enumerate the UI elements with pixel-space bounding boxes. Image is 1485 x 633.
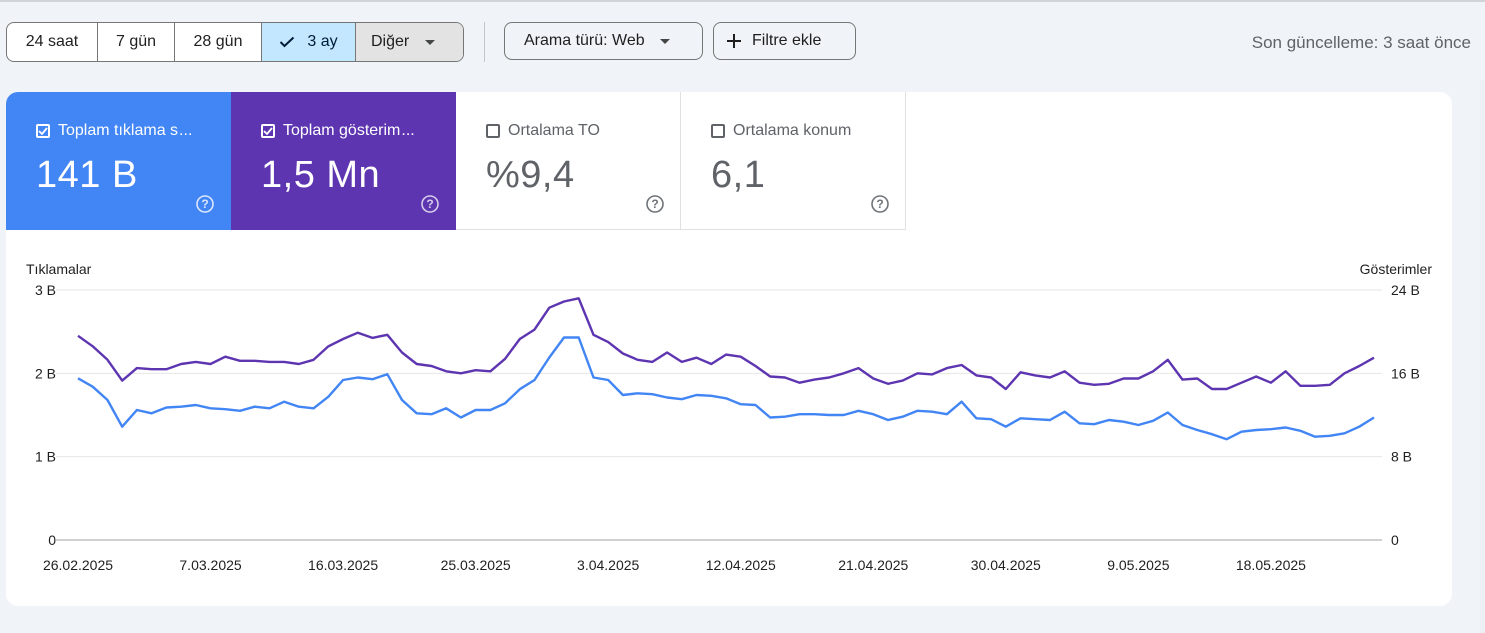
metric-value: 6,1 <box>711 154 766 196</box>
range-28d-button[interactable]: 28 gün <box>175 23 262 61</box>
left-tick-label: 2 B <box>35 365 56 381</box>
range-24h-button[interactable]: 24 saat <box>7 23 98 61</box>
range-24h-label: 24 saat <box>25 33 79 50</box>
x-tick-label: 16.03.2025 <box>308 557 378 573</box>
checkbox-unchecked-icon[interactable] <box>486 124 500 138</box>
checkbox-unchecked-icon[interactable] <box>711 124 725 138</box>
right-tick-label: 8 B <box>1391 449 1412 465</box>
chart-canvas[interactable]: 0 0 1 B 8 B 2 B 16 B 3 B 24 B 26.02.2025 7.03.202… <box>6 242 1452 606</box>
search-type-label: Arama türü: Web <box>524 32 645 49</box>
date-range-selector: 24 saat 7 gün 28 gün 3 ay Diğer <box>6 22 464 62</box>
range-more-button[interactable]: Diğer <box>356 23 463 61</box>
performance-card: Toplam tıklama s... 141 B ? Toplam göste… <box>6 92 1452 606</box>
search-type-dropdown[interactable]: Arama türü: Web <box>504 22 703 60</box>
metric-average-ctr[interactable]: Ortalama TO %9,4 ? <box>456 92 681 230</box>
performance-chart: Tıklamalar Gösterimler 0 0 1 B 8 B 2 B 16 B 3 … <box>6 242 1452 606</box>
scrollbar-track[interactable] <box>1480 80 1485 633</box>
range-3m-button[interactable]: 3 ay <box>262 23 356 61</box>
x-tick-label: 18.05.2025 <box>1236 557 1306 573</box>
right-axis-title: Gösterimler <box>1359 261 1432 277</box>
svg-text:?: ? <box>426 197 433 211</box>
metric-label: Ortalama konum <box>733 122 852 139</box>
metric-label: Toplam tıklama s <box>58 122 179 139</box>
metric-value: %9,4 <box>486 154 575 196</box>
right-tick-label: 24 B <box>1391 282 1420 298</box>
left-tick-label: 3 B <box>35 282 56 298</box>
impressions-series-line <box>77 297 1375 391</box>
svg-text:?: ? <box>876 197 883 211</box>
svg-text:?: ? <box>201 197 208 211</box>
range-more-label: Diğer <box>371 33 410 50</box>
x-tick-label: 9.05.2025 <box>1107 557 1169 573</box>
metric-value: 141 B <box>36 154 138 196</box>
right-tick-label: 0 <box>1391 532 1399 548</box>
last-updated-text: Son güncelleme: 3 saat önce <box>1251 33 1471 52</box>
x-tick-label: 30.04.2025 <box>971 557 1041 573</box>
left-tick-label: 1 B <box>35 449 56 465</box>
metric-label-ellipsis: ... <box>401 122 415 139</box>
range-7d-label: 7 gün <box>115 33 157 50</box>
metric-label: Ortalama TO <box>508 122 600 139</box>
range-28d-label: 28 gün <box>193 33 243 50</box>
left-axis-title: Tıklamalar <box>26 261 92 277</box>
svg-text:?: ? <box>651 197 658 211</box>
metric-average-position[interactable]: Ortalama konum 6,1 ? <box>681 92 906 230</box>
plus-icon <box>726 33 742 49</box>
help-icon[interactable]: ? <box>646 195 664 213</box>
metric-label-ellipsis: ... <box>179 122 193 139</box>
x-tick-label: 3.04.2025 <box>577 557 639 573</box>
check-icon <box>279 36 295 48</box>
x-tick-label: 12.04.2025 <box>706 557 776 573</box>
clicks-series-line <box>77 336 1375 441</box>
add-filter-label: Filtre ekle <box>752 32 822 49</box>
metric-value: 1,5 Mn <box>261 154 381 196</box>
x-tick-label: 25.03.2025 <box>441 557 511 573</box>
caret-down-icon <box>425 39 436 45</box>
metric-total-clicks[interactable]: Toplam tıklama s... 141 B ? <box>6 92 231 230</box>
metric-total-impressions[interactable]: Toplam gösterim... 1,5 Mn ? <box>231 92 456 230</box>
range-7d-button[interactable]: 7 gün <box>98 23 175 61</box>
left-tick-label: 0 <box>48 532 56 548</box>
range-3m-label: 3 ay <box>307 33 338 50</box>
add-filter-button[interactable]: Filtre ekle <box>713 22 856 60</box>
help-icon[interactable]: ? <box>196 195 214 213</box>
metric-label: Toplam gösterim <box>283 122 401 139</box>
right-tick-label: 16 B <box>1391 365 1420 381</box>
help-icon[interactable]: ? <box>421 195 439 213</box>
x-tick-label: 26.02.2025 <box>43 557 113 573</box>
toolbar-separator <box>484 22 485 62</box>
help-icon[interactable]: ? <box>871 195 889 213</box>
checkbox-checked-icon[interactable] <box>261 124 275 138</box>
caret-down-icon <box>659 38 670 44</box>
x-tick-label: 7.03.2025 <box>179 557 241 573</box>
top-divider <box>0 0 1485 2</box>
x-tick-label: 21.04.2025 <box>838 557 908 573</box>
checkbox-checked-icon[interactable] <box>36 124 50 138</box>
